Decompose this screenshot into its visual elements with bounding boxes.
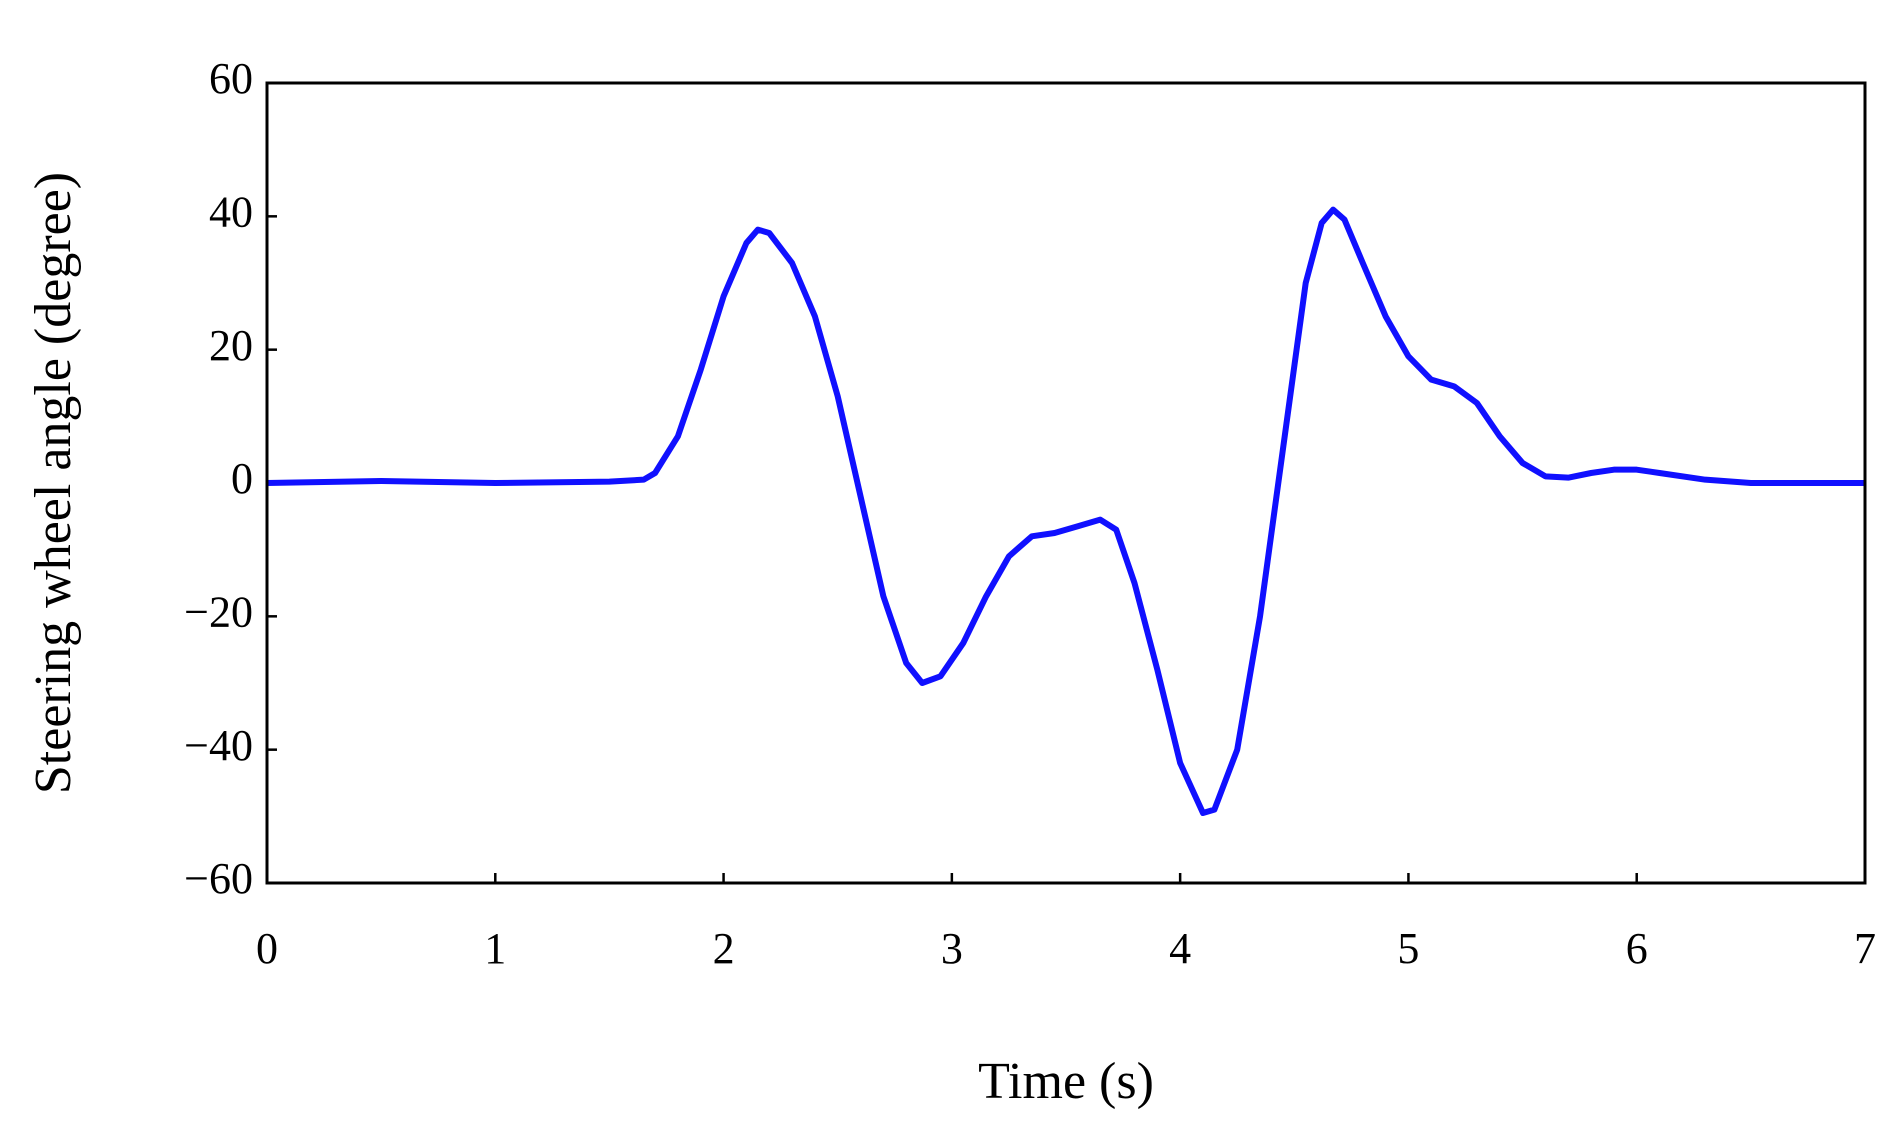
data-line	[266, 206, 1865, 816]
x-tick-label: 5	[1397, 924, 1419, 973]
x-tick-label: 2	[713, 924, 735, 973]
y-tick-label: −40	[184, 721, 253, 770]
y-tick-label: 40	[209, 187, 253, 236]
y-tick-label: 20	[209, 321, 253, 370]
x-tick-label: 4	[1169, 924, 1191, 973]
y-tick-label: −20	[184, 587, 253, 636]
y-axis-label: Steering wheel angle (degree)	[25, 172, 82, 794]
x-tick-label: 3	[941, 924, 963, 973]
y-tick-label: −60	[184, 854, 253, 903]
x-tick-label: 7	[1854, 924, 1876, 973]
x-tick-label: 1	[484, 924, 506, 973]
x-tick-label: 6	[1626, 924, 1648, 973]
x-axis-label: Time (s)	[978, 1053, 1154, 1110]
y-tick-label: 60	[209, 54, 253, 103]
x-tick-label: 0	[256, 924, 278, 973]
y-tick-label: 0	[231, 454, 253, 503]
plot-frame	[265, 81, 1867, 885]
